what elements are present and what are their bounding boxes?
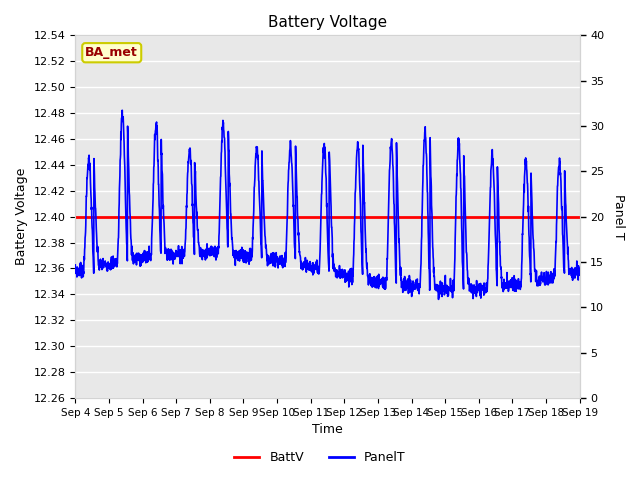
Title: Battery Voltage: Battery Voltage xyxy=(268,15,387,30)
X-axis label: Time: Time xyxy=(312,423,343,436)
Legend: BattV, PanelT: BattV, PanelT xyxy=(229,446,411,469)
Y-axis label: Panel T: Panel T xyxy=(612,194,625,240)
Text: BA_met: BA_met xyxy=(85,46,138,59)
Y-axis label: Battery Voltage: Battery Voltage xyxy=(15,168,28,265)
